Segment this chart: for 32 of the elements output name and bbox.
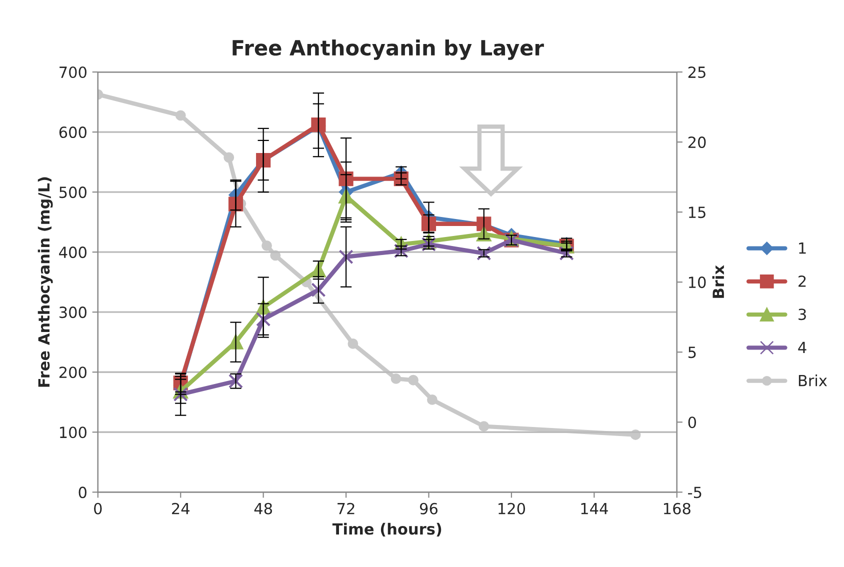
y2-axis-title: Brix [712,265,724,298]
x-tick-label: 168 [664,502,690,514]
y2-tick-label: -5 [688,486,702,498]
y-tick-label: 700 [60,66,86,78]
x-tick-label: 96 [420,502,438,514]
y-tick-label: 600 [59,126,86,138]
y-tick-label: 200 [59,366,86,378]
legend-label: 3 [798,308,806,320]
x-tick-label: 48 [254,502,272,514]
x-tick-label: 0 [94,502,102,514]
legend-label: Brix [798,374,827,386]
x-tick-label: 144 [581,503,608,514]
y2-tick-label: 20 [688,136,706,148]
y-tick-label: 0 [78,486,86,498]
y2-tick-label: 0 [688,416,696,428]
x-tick-label: 72 [338,502,354,514]
y-tick-label: 400 [59,246,86,258]
x-tick-label: 24 [172,502,190,514]
y2-tick-label: 5 [688,346,696,358]
y-tick-label: 100 [60,426,86,438]
chart-title: Free Anthocyanin by Layer [232,40,544,60]
legend-label: 2 [798,275,806,287]
y-axis-title: Free Anthocyanin (mg/L) [38,177,53,387]
legend-label: 1 [799,242,806,254]
legend-label: 4 [798,342,806,354]
y-tick-label: 500 [60,186,86,198]
y-tick-label: 300 [59,306,86,318]
y2-tick-label: 15 [688,206,706,218]
x-tick-label: 120 [498,502,526,514]
x-axis-title: Time (hours) [332,522,442,537]
y2-tick-label: 25 [688,66,706,78]
y2-tick-label: 10 [688,276,706,288]
